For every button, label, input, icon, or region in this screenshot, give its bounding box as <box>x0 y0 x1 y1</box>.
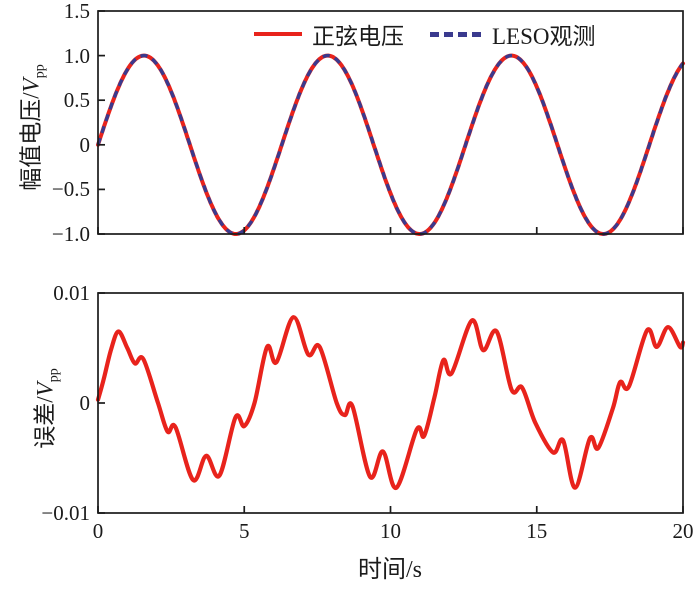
x-axis-label: 时间/s <box>357 557 422 583</box>
x-tick-label: 15 <box>526 519 548 543</box>
bottom-y-tick-label: 0 <box>79 391 91 415</box>
legend-label-sine-voltage: 正弦电压 <box>312 24 404 49</box>
sine-voltage-curve <box>96 53 685 236</box>
error-curve <box>95 315 686 490</box>
top-y-tick-label: 0.5 <box>63 88 90 113</box>
x-tick-label: 0 <box>92 519 104 543</box>
dashed-line-swatch-icon <box>430 31 482 37</box>
legend: 正弦电压 LESO观测 <box>248 16 602 52</box>
bottom-y-tick-label: 0.01 <box>53 281 90 305</box>
leso-observation-curve <box>96 53 685 236</box>
top-y-tick-label: 1.5 <box>63 0 90 23</box>
solid-line-swatch-icon <box>254 32 302 36</box>
legend-item-leso: LESO观测 <box>430 17 596 51</box>
x-tick-label: 10 <box>380 519 401 543</box>
top-y-tick-label: 0 <box>79 132 91 157</box>
top-y-tick-label: −0.5 <box>51 177 90 202</box>
tick-marks <box>97 10 684 514</box>
top-y-tick-label: 1.0 <box>63 43 90 68</box>
legend-label-leso: LESO观测 <box>492 24 596 49</box>
x-tick-label: 20 <box>672 519 694 543</box>
top-y-tick-label: −1.0 <box>51 222 90 246</box>
bottom-y-tick-label: −0.01 <box>41 501 90 525</box>
bottom-y-axis-label-subscript: pp <box>46 368 62 383</box>
legend-item-sine-voltage: 正弦电压 <box>254 17 404 51</box>
x-tick-label: 5 <box>239 519 250 543</box>
